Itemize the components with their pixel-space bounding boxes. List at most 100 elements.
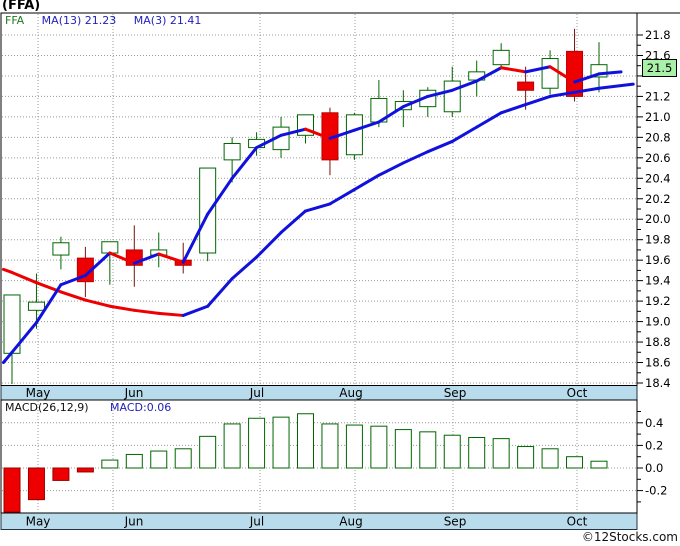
y-axis-label: 18.4 xyxy=(645,376,671,390)
macd-bar xyxy=(345,424,363,469)
legend-symbol: FFA xyxy=(5,14,25,27)
y-axis-label: 21.8 xyxy=(645,28,671,42)
macd-bar xyxy=(370,425,388,469)
y-axis-label: 19.6 xyxy=(645,253,671,267)
ma-line-MA3 xyxy=(34,283,63,325)
page-title: (FFA) xyxy=(2,0,41,13)
candle xyxy=(223,142,241,161)
ma-line-MA13 xyxy=(450,125,479,143)
ma-line-MA3 xyxy=(597,70,623,76)
ma-line-MA3 xyxy=(377,105,405,124)
ma-line-MA13 xyxy=(401,150,430,165)
y-axis-label: 20.2 xyxy=(645,192,671,206)
month-axis-bar xyxy=(0,512,638,530)
ma-line-MA3 xyxy=(83,251,112,278)
legend-ma3-value: 21.41 xyxy=(169,14,202,27)
ma-line-MA3 xyxy=(1,350,14,365)
ma-line-MA13 xyxy=(328,188,356,206)
macd-bar xyxy=(492,438,510,469)
y-axis-label: 19.8 xyxy=(645,233,671,247)
y-axis-label: 20.6 xyxy=(645,151,671,165)
macd-y-axis-label: 0.2 xyxy=(645,438,663,452)
macd-bar xyxy=(443,434,461,469)
ma-line-MA3 xyxy=(401,94,430,109)
candle xyxy=(199,167,217,254)
month-label-jul: Jul xyxy=(249,515,264,529)
month-label-oct: Oct xyxy=(567,515,588,529)
candle xyxy=(101,241,119,254)
y-axis-label: 19.0 xyxy=(645,315,671,329)
ma-line-MA3 xyxy=(10,321,38,354)
ma-line-MA3 xyxy=(255,133,283,150)
macd-params-label: MACD(26,12,9) xyxy=(5,401,89,414)
month-label-may: May xyxy=(26,386,51,400)
macd-bar xyxy=(199,435,217,469)
macd-bar xyxy=(76,467,94,473)
ma-line-MA13 xyxy=(597,82,635,90)
macd-bar xyxy=(394,429,412,469)
ma-line-MA13 xyxy=(377,161,405,177)
footer-credit: ©12Stocks.com xyxy=(581,530,678,544)
chart-legend: FFA MA(13) 21.23 MA(3) 21.41 xyxy=(5,14,201,27)
ma-line-MA13 xyxy=(475,111,503,129)
last-price-badge: 21.5 xyxy=(642,59,677,77)
y-axis-label: 21.2 xyxy=(645,89,671,103)
month-label-aug: Aug xyxy=(339,386,362,400)
y-axis-label: 18.8 xyxy=(645,335,671,349)
ma-line-MA3 xyxy=(303,127,332,140)
ma-line-MA3 xyxy=(352,120,381,132)
ma-line-MA13 xyxy=(1,267,14,274)
ma-line-MA13 xyxy=(279,209,307,235)
y-axis-label: 21.0 xyxy=(645,110,671,124)
y-axis-label: 20.8 xyxy=(645,130,671,144)
month-label-sep: Sep xyxy=(444,386,467,400)
macd-bar xyxy=(3,467,21,513)
ma-line-MA3 xyxy=(573,72,601,84)
candle xyxy=(541,58,559,89)
legend-ma13-label: MA(13) xyxy=(41,14,82,27)
candle xyxy=(345,114,363,156)
ma-line-MA3 xyxy=(450,79,479,92)
macd-bar xyxy=(52,467,70,481)
macd-bar xyxy=(321,423,339,469)
ma-line-MA3 xyxy=(426,88,454,98)
macd-bar xyxy=(125,453,143,469)
macd-bar xyxy=(272,416,290,469)
month-label-sep: Sep xyxy=(444,515,467,529)
macd-legend: MACD(26,12,9) MACD:0.06 xyxy=(5,401,171,414)
month-label-may: May xyxy=(26,515,51,529)
ma-line-MA13 xyxy=(132,308,161,315)
month-label-jun: Jun xyxy=(124,386,144,400)
macd-bar xyxy=(248,417,266,469)
ma-line-MA3 xyxy=(181,212,210,264)
macd-bar xyxy=(590,460,608,469)
ma-line-MA3 xyxy=(230,146,259,180)
ma-line-MA13 xyxy=(524,94,552,107)
macd-y-axis-label: 0.4 xyxy=(645,416,663,430)
ma-line-MA13 xyxy=(255,231,283,259)
candle xyxy=(443,80,461,113)
ma-line-MA13 xyxy=(499,103,528,115)
ma-line-MA13 xyxy=(548,90,577,98)
macd-value-label: MACD:0.06 xyxy=(110,401,172,414)
macd-bar xyxy=(27,467,45,501)
candle xyxy=(27,301,45,311)
ma-line-MA3 xyxy=(475,66,503,83)
macd-bar xyxy=(174,448,192,469)
ma-line-MA3 xyxy=(108,251,136,265)
ma-line-MA13 xyxy=(573,86,601,94)
macd-bar xyxy=(150,450,168,469)
ma-line-MA3 xyxy=(132,252,161,265)
y-axis-label: 20.0 xyxy=(645,212,671,226)
ma-line-MA3 xyxy=(524,65,552,74)
month-axis-bar xyxy=(0,385,638,401)
ma-line-MA13 xyxy=(10,270,38,285)
ma-line-MA13 xyxy=(206,277,234,308)
macd-bar xyxy=(419,431,437,469)
ma-line-MA3 xyxy=(157,252,185,264)
candle xyxy=(492,49,510,66)
ma-line-MA3 xyxy=(499,66,528,74)
macd-bar xyxy=(517,446,535,469)
